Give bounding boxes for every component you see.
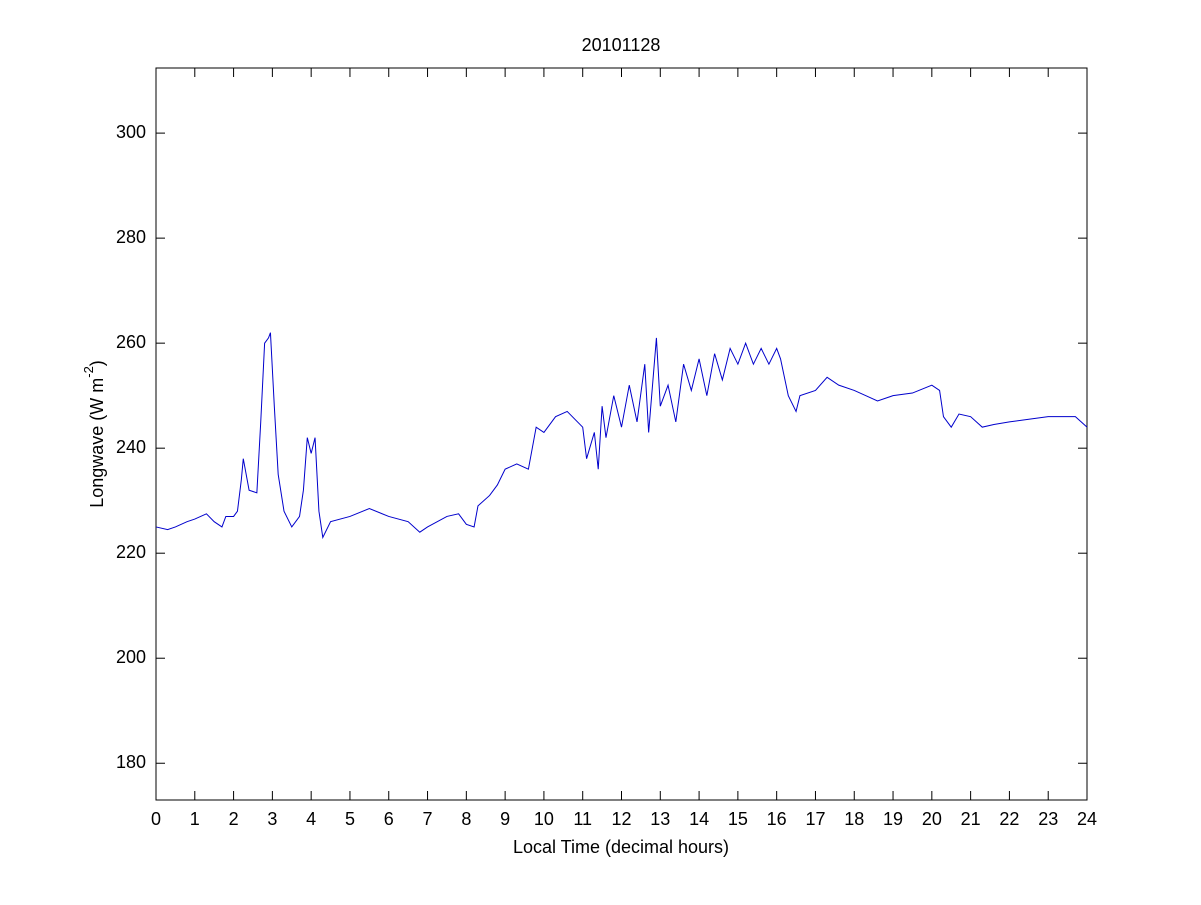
y-label-text: Longwave (W m [87,378,107,508]
x-tick-label: 8 [461,809,471,829]
x-tick-label: 6 [384,809,394,829]
x-tick-label: 2 [229,809,239,829]
y-axis-label: Longwave (W m-2) [81,360,106,508]
y-tick-label: 180 [116,752,146,772]
x-axis-label: Local Time (decimal hours) [513,837,729,857]
x-tick-label: 1 [190,809,200,829]
x-tick-label: 12 [611,809,631,829]
y-tick-label: 260 [116,332,146,352]
x-tick-label: 21 [961,809,981,829]
y-tick-label: 300 [116,122,146,142]
data-line [155,332,1088,540]
x-tick-label: 10 [534,809,554,829]
x-tick-label: 22 [999,809,1019,829]
y-tick-label: 280 [116,227,146,247]
x-tick-label: 17 [805,809,825,829]
x-tick-label: 24 [1077,809,1097,829]
y-tick-label: 200 [116,647,146,667]
y-label-sup: -2 [81,366,96,378]
x-tick-label: 13 [650,809,670,829]
x-tick-label: 5 [345,809,355,829]
x-tick-label: 14 [689,809,709,829]
x-tick-label: 11 [573,809,592,829]
x-tick-label: 9 [500,809,510,829]
x-tick-label: 16 [767,809,787,829]
x-tick-label: 0 [151,809,161,829]
x-tick-label: 19 [883,809,903,829]
plot-area [155,67,1088,801]
x-tick-label: 15 [728,809,748,829]
x-tick-label: 3 [267,809,277,829]
x-tick-label: 20 [922,809,942,829]
x-tick-label: 23 [1038,809,1058,829]
y-tick-label: 240 [116,437,146,457]
y-label-end: ) [87,360,107,366]
x-tick-label: 18 [844,809,864,829]
chart-title: 20101128 [582,35,661,55]
x-tick-label: 7 [423,809,433,829]
x-tick-label: 4 [306,809,316,829]
y-tick-label: 220 [116,542,146,562]
